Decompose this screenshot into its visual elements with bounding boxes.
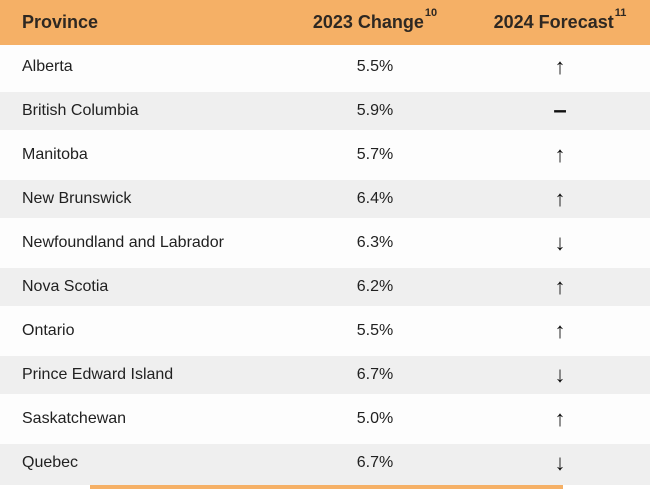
table-row: Ontario 5.5% ↑ xyxy=(0,309,650,353)
change-value-cell: 6.4% xyxy=(356,190,394,207)
up-arrow-icon: ↑ xyxy=(554,54,566,79)
province-cell: Prince Edward Island xyxy=(22,366,174,383)
change-value-cell: 6.2% xyxy=(356,278,394,295)
table-row: Quebec 6.7% ↓ xyxy=(0,441,650,485)
province-cell: Nova Scotia xyxy=(22,278,109,295)
province-cell: British Columbia xyxy=(22,102,139,119)
up-arrow-icon: ↑ xyxy=(554,406,566,431)
change-value-cell: 5.7% xyxy=(356,146,394,163)
table-row: Manitoba 5.7% ↑ xyxy=(0,133,650,177)
down-arrow-icon: ↓ xyxy=(554,362,566,387)
column-header-2023-change-label: 2023 Change xyxy=(312,12,424,32)
up-arrow-icon: ↑ xyxy=(554,274,566,299)
up-arrow-icon: ↑ xyxy=(554,318,566,343)
province-cell: Manitoba xyxy=(22,146,88,163)
column-header-province: Province xyxy=(22,12,99,32)
province-cell: Newfoundland and Labrador xyxy=(22,234,224,251)
down-arrow-icon: ↓ xyxy=(554,450,566,475)
table-row: Nova Scotia 6.2% ↑ xyxy=(0,265,650,309)
table-row: British Columbia 5.9% – xyxy=(0,89,650,133)
province-cell: Ontario xyxy=(22,322,75,339)
column-header-2024-forecast: 2024 Forecast11 xyxy=(470,7,650,33)
down-arrow-icon: ↓ xyxy=(554,230,566,255)
change-value-cell: 5.0% xyxy=(356,410,394,427)
change-value-cell: 5.5% xyxy=(356,58,394,75)
table-body: Alberta 5.5% ↑ British Columbia 5.9% – Manitob… xyxy=(0,45,650,485)
change-value-cell: 5.5% xyxy=(356,322,394,339)
table-row: Newfoundland and Labrador 6.3% ↓ xyxy=(0,221,650,265)
footnote-marker-11: 11 xyxy=(614,7,627,20)
table-row: New Brunswick 6.4% ↑ xyxy=(0,177,650,221)
change-value-cell: 6.7% xyxy=(356,366,394,383)
province-cell: Quebec xyxy=(22,454,79,471)
change-value-cell: 5.9% xyxy=(356,102,394,119)
province-cell: Alberta xyxy=(22,58,73,75)
footnote-marker-10: 10 xyxy=(424,7,438,20)
flat-arrow-icon: – xyxy=(553,97,567,124)
next-section-header-strip xyxy=(90,485,563,489)
change-value-cell: 6.7% xyxy=(356,454,394,471)
column-header-2023-change: 2023 Change10 xyxy=(280,7,470,33)
province-cell: Saskatchewan xyxy=(22,410,127,427)
up-arrow-icon: ↑ xyxy=(554,142,566,167)
province-cell: New Brunswick xyxy=(22,190,132,207)
table-row: Prince Edward Island 6.7% ↓ xyxy=(0,353,650,397)
up-arrow-icon: ↑ xyxy=(554,186,566,211)
column-header-2024-forecast-label: 2024 Forecast xyxy=(493,12,614,32)
table-header: Province 2023 Change10 2024 Forecast11 xyxy=(0,0,650,45)
change-value-cell: 6.3% xyxy=(356,234,394,251)
table-row: Alberta 5.5% ↑ xyxy=(0,45,650,89)
table-row: Saskatchewan 5.0% ↑ xyxy=(0,397,650,441)
